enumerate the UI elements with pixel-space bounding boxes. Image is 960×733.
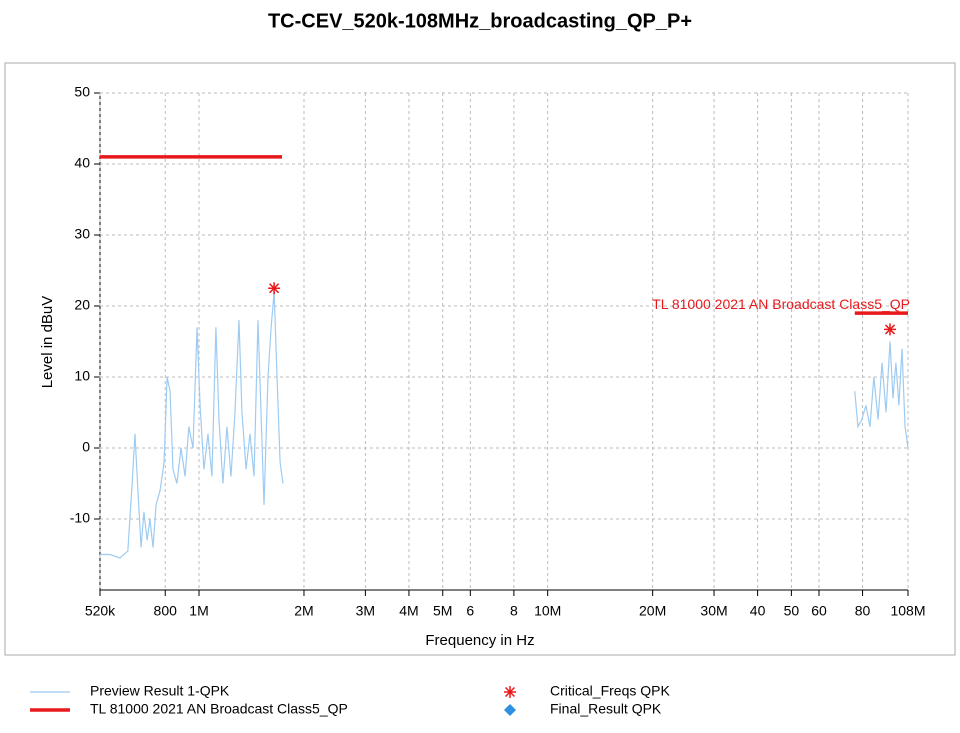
y-tick-label: 0 (82, 439, 90, 455)
x-tick-label: 10M (534, 603, 561, 619)
x-tick-label: 8 (510, 603, 518, 619)
x-tick-label: 50 (784, 603, 800, 619)
y-axis-label: Level in dBuV (39, 296, 56, 389)
y-tick-label: 20 (74, 297, 90, 313)
y-tick-label: 50 (74, 84, 90, 100)
y-tick-label: 10 (74, 368, 90, 384)
x-tick-label: 2M (294, 603, 313, 619)
marker (884, 323, 897, 336)
series-line (100, 291, 909, 559)
legend-label: Critical_Freqs QPK (550, 683, 670, 699)
x-tick-label: 4M (399, 603, 418, 619)
x-tick-label: 20M (639, 603, 666, 619)
x-tick-label: 1M (189, 603, 208, 619)
x-axis-label: Frequency in Hz (425, 632, 534, 649)
legend-label: TL 81000 2021 AN Broadcast Class5_QP (90, 701, 348, 717)
legend-swatch (504, 704, 516, 716)
y-tick-label: 40 (74, 155, 90, 171)
annotation: TL 81000 2021 AN Broadcast Class5_QP (652, 296, 910, 312)
x-tick-label: 800 (154, 603, 178, 619)
legend-label: Preview Result 1-QPK (90, 683, 230, 699)
x-tick-label: 40 (750, 603, 766, 619)
y-tick-label: 30 (74, 226, 90, 242)
legend-swatch (504, 686, 516, 698)
x-tick-label: 30M (700, 603, 727, 619)
marker (268, 282, 281, 295)
x-tick-label: 60 (811, 603, 827, 619)
x-tick-label: 108M (890, 603, 925, 619)
legend-label: Final_Result QPK (550, 701, 662, 717)
series-line (100, 155, 908, 315)
x-tick-label: 5M (433, 603, 452, 619)
x-tick-label: 80 (855, 603, 871, 619)
y-tick-label: -10 (70, 510, 90, 526)
x-tick-label: 520k (85, 603, 116, 619)
chart-frame (4, 62, 956, 656)
x-tick-label: 3M (356, 603, 375, 619)
chart-title: TC-CEV_520k-108MHz_broadcasting_QP_P+ (268, 10, 692, 32)
x-tick-label: 6 (466, 603, 474, 619)
